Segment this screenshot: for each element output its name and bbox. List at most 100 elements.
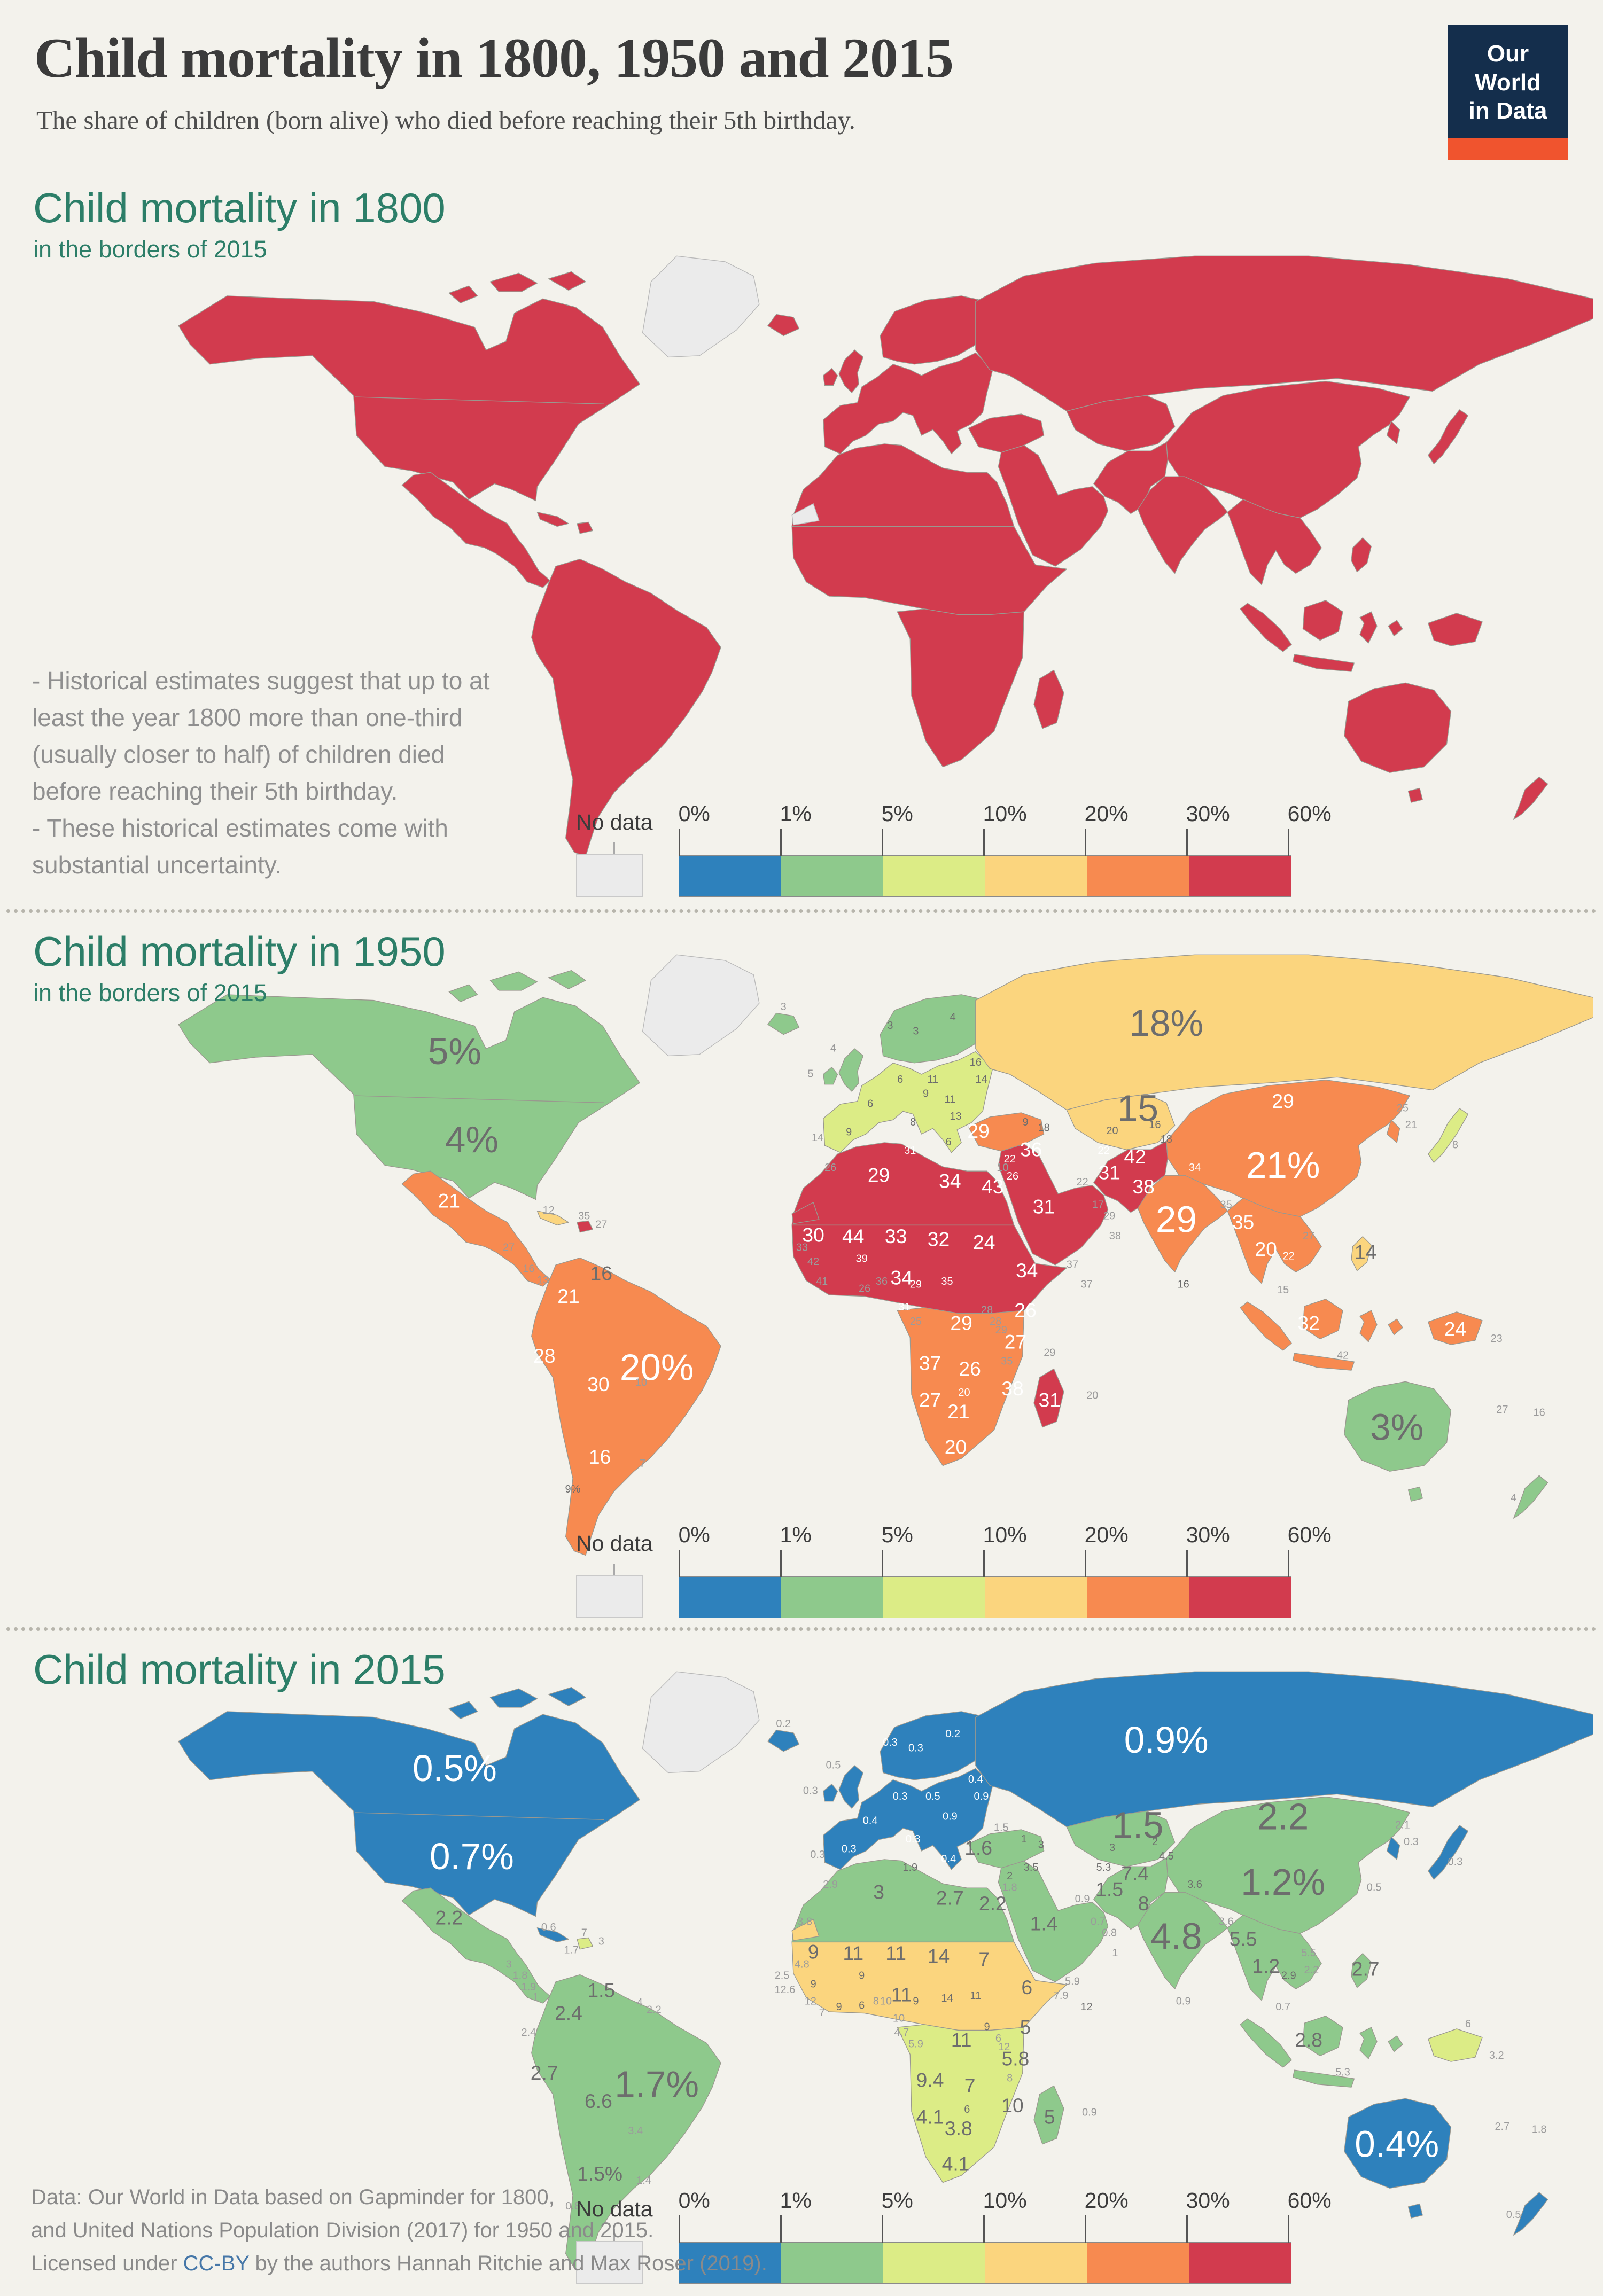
map-value-label: 0.9 bbox=[1176, 1996, 1191, 2008]
map-value-label: 0.5 bbox=[1506, 2209, 1521, 2221]
map-value-label: 35 bbox=[578, 1211, 590, 1222]
legend-tick: 30% bbox=[1186, 1522, 1230, 1577]
map-value-label: 6 bbox=[964, 2104, 970, 2115]
map-value-label: 8 bbox=[1138, 1892, 1149, 1915]
legend-swatch-orange bbox=[1087, 855, 1189, 897]
map-value-label: 11 bbox=[928, 1074, 939, 1085]
world-map-1800 bbox=[170, 245, 1593, 871]
map-value-label: 29 bbox=[910, 1279, 922, 1291]
legend-tick-label: 30% bbox=[1186, 801, 1230, 826]
region-southamerica bbox=[531, 558, 721, 857]
region-java bbox=[1293, 1353, 1355, 1371]
map-value-label: 41 bbox=[816, 1276, 828, 1287]
map-value-label: 4 bbox=[950, 1011, 956, 1023]
region-tasmania bbox=[1407, 1486, 1423, 1502]
map-value-label: 0.3 bbox=[893, 1791, 908, 1802]
map-value-label: 1.4 bbox=[636, 2175, 651, 2186]
owid-logo: Our World in Data bbox=[1448, 25, 1568, 160]
region-seasia bbox=[1227, 499, 1322, 585]
legend-swatch-yellowgreen bbox=[883, 2242, 985, 2284]
map-value-label: 29 bbox=[868, 1164, 890, 1186]
region-ireland bbox=[823, 368, 838, 386]
map-value-label: 5.9 bbox=[908, 2038, 923, 2050]
map-value-label: 1.5 bbox=[994, 1822, 1009, 1834]
map-1800-annotation: - Historical estimates suggest that up t… bbox=[32, 667, 490, 879]
region-png bbox=[1428, 613, 1483, 646]
legend-swatch-red bbox=[1189, 1576, 1291, 1618]
map-value-label: 1.8 bbox=[513, 1970, 528, 1982]
region-java bbox=[1293, 2069, 1355, 2088]
region-arabia bbox=[998, 444, 1109, 567]
region-europe bbox=[823, 1768, 993, 1870]
map-value-label: 11 bbox=[891, 1983, 912, 2005]
legend-no-data-swatch bbox=[576, 854, 643, 897]
cc-by-link[interactable]: CC-BY bbox=[183, 2252, 250, 2275]
map-value-label: 0.4 bbox=[863, 1815, 878, 1826]
map-value-label: 0.3 bbox=[1404, 1836, 1419, 1848]
region-ireland bbox=[823, 1067, 838, 1085]
map-value-label: 31 bbox=[1039, 1389, 1061, 1411]
map-value-label: 26 bbox=[959, 1357, 981, 1380]
legend-swatch-blue bbox=[678, 855, 781, 897]
map-value-label: 2.2 bbox=[1257, 1796, 1309, 1838]
legend-tick-label: 10% bbox=[983, 1522, 1027, 1547]
map-value-label: 32 bbox=[928, 1228, 950, 1251]
map-value-label: 37 bbox=[919, 1352, 941, 1374]
legend-no-data: No data bbox=[576, 1531, 653, 1618]
map-value-label: 3 bbox=[887, 1020, 893, 1032]
map-value-label: 5.5 bbox=[1230, 1928, 1257, 1950]
map-value-label: 31 bbox=[1098, 1161, 1120, 1183]
map-value-label: 2.2 bbox=[647, 2004, 662, 2016]
maps-main: Child mortality in 1800 in the borders o… bbox=[0, 166, 1603, 2296]
legend-tick: 10% bbox=[983, 801, 1027, 856]
region-tasmania bbox=[1407, 2203, 1423, 2219]
map-value-label: 16 bbox=[1533, 1407, 1545, 1418]
region-arabia bbox=[998, 1143, 1109, 1266]
map-value-label: 1.2% bbox=[1241, 1861, 1325, 1903]
map-value-label: 9 bbox=[984, 2021, 990, 2033]
map-value-label: 0.5% bbox=[413, 1747, 497, 1789]
map-value-label: 13 bbox=[950, 1111, 961, 1122]
map-value-label: 14 bbox=[1355, 1241, 1376, 1263]
map-value-label: 12 bbox=[1080, 2001, 1092, 2013]
region-uk bbox=[838, 1048, 864, 1092]
map-value-label: 4.1 bbox=[942, 2152, 970, 2175]
map-value-label: 21 bbox=[557, 1285, 579, 1307]
region-japan bbox=[1428, 1108, 1469, 1163]
map-value-label: 20 bbox=[1086, 1389, 1098, 1401]
map-value-label: 2.7 bbox=[936, 1886, 964, 1909]
map-value-label: 21 bbox=[1405, 1119, 1417, 1131]
region-tasmania bbox=[1407, 787, 1423, 803]
map-value-label: 11 bbox=[970, 1990, 981, 2002]
region-africa_south bbox=[897, 2024, 1025, 2183]
world-map-1950: 5% 4% 18% 15 29 21% 29 20% 3% 21 29 22 36 31 42 38 31 43 3… bbox=[170, 943, 1593, 1569]
map-value-label: 3 bbox=[598, 1936, 604, 1948]
map-value-label: 2.5 bbox=[775, 1970, 790, 1982]
map-value-label: 18 bbox=[1161, 1134, 1172, 1145]
legend-tick-label: 20% bbox=[1084, 1522, 1129, 1547]
region-africa_south bbox=[897, 608, 1025, 768]
map-value-label: 2.9 bbox=[823, 1879, 838, 1891]
legend-no-data: No data bbox=[576, 810, 653, 897]
map-value-label: 7 bbox=[640, 1458, 645, 1470]
region-russia bbox=[975, 255, 1593, 412]
world-map-svg-1800 bbox=[178, 255, 1593, 857]
legend-no-data: No data bbox=[576, 2197, 653, 2284]
owid-logo-line2: in Data bbox=[1468, 98, 1547, 124]
legend-tick-label: 1% bbox=[780, 1522, 812, 1547]
map-value-label: 0.7 bbox=[1091, 1916, 1106, 1927]
map-value-label: 14 bbox=[928, 1945, 950, 1967]
legend-tick: 0% bbox=[678, 801, 710, 856]
legend-tick: 20% bbox=[1084, 2188, 1129, 2243]
region-borneo bbox=[1302, 600, 1343, 641]
region-turkey bbox=[968, 1112, 1045, 1152]
legend-swatch-green bbox=[781, 855, 883, 897]
map-1950-title: Child mortality in 1950 bbox=[33, 928, 446, 975]
map-value-label: 3.2 bbox=[1489, 2050, 1504, 2061]
region-wsahara bbox=[791, 503, 820, 526]
map-value-label: 27 bbox=[1496, 1404, 1508, 1416]
map-value-label: 10 bbox=[997, 1162, 1008, 1174]
map-value-label: 29 bbox=[1156, 1198, 1197, 1240]
map-value-label: 1 bbox=[1021, 1833, 1027, 1845]
legend-1800: No data 0% 1% 5% 10% 20% 30% 60% bbox=[576, 801, 1332, 901]
